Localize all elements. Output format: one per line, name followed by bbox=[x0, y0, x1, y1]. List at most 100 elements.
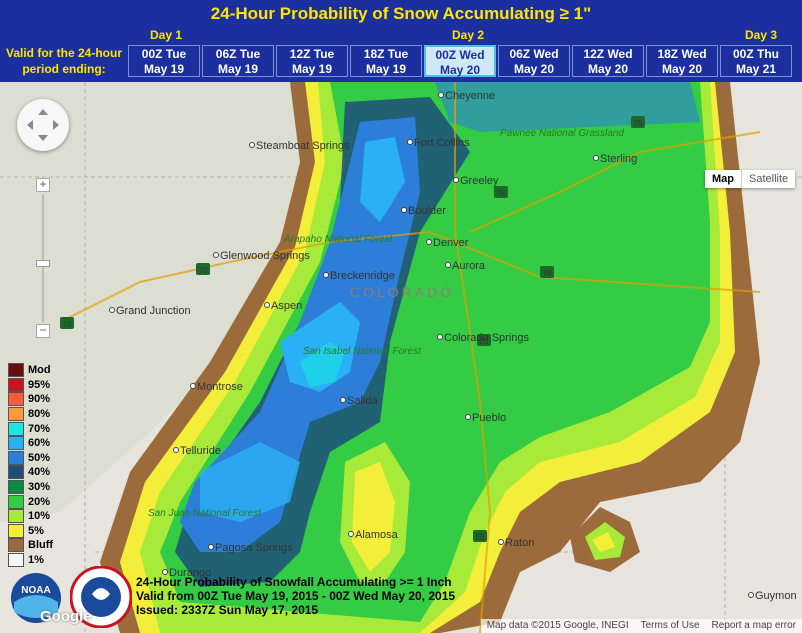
svg-text:70: 70 bbox=[63, 320, 72, 329]
region-label: COLORADO bbox=[350, 284, 454, 300]
city-label: Alamosa bbox=[355, 529, 399, 541]
legend-item: 1% bbox=[8, 553, 70, 568]
highway-shield: 25 bbox=[477, 334, 491, 346]
legend-label: 80% bbox=[28, 408, 51, 421]
legend-swatch bbox=[8, 436, 24, 451]
city-marker bbox=[249, 142, 255, 148]
header-bar: 24-Hour Probability of Snow Accumulating… bbox=[0, 0, 802, 82]
highway-shield: 70 bbox=[196, 263, 210, 275]
zoom-out-button[interactable]: − bbox=[36, 324, 50, 338]
zoom-control: + − bbox=[36, 178, 50, 338]
city-marker bbox=[173, 447, 179, 453]
legend-label: 1% bbox=[28, 554, 44, 567]
zoom-rail[interactable] bbox=[42, 194, 44, 322]
pan-control[interactable] bbox=[17, 99, 69, 151]
city-marker bbox=[426, 239, 432, 245]
legend-label: Bluff bbox=[28, 539, 54, 552]
legend-item: 5% bbox=[8, 523, 70, 539]
city-marker bbox=[453, 177, 459, 183]
probability-legend: Mod 95% 90% 80% 70% 60% 50% 40% 30% 20% 10% 5% Bluff… bbox=[8, 363, 70, 568]
period-date: May 21 bbox=[735, 62, 777, 76]
legend-label: 40% bbox=[28, 466, 51, 479]
period-button[interactable]: 06Z Wed May 20 bbox=[498, 45, 570, 77]
city-label: Breckenridge bbox=[330, 270, 395, 282]
city-label: Pueblo bbox=[472, 412, 506, 424]
period-time: 00Z Thu bbox=[732, 47, 779, 61]
city-marker bbox=[407, 139, 413, 145]
legend-label: 70% bbox=[28, 422, 51, 435]
city-label: Pagosa Springs bbox=[215, 542, 293, 554]
caption-valid: Valid from 00Z Tue May 19, 2015 - 00Z We… bbox=[136, 589, 456, 603]
period-button[interactable]: 00Z Tue May 19 bbox=[128, 45, 200, 77]
legend-label: 5% bbox=[28, 524, 44, 537]
period-button[interactable]: 12Z Tue May 19 bbox=[276, 45, 348, 77]
legend-item: 70% bbox=[8, 421, 70, 436]
legend-swatch bbox=[8, 538, 24, 553]
period-date: May 20 bbox=[587, 62, 629, 76]
zoom-slider-handle[interactable] bbox=[36, 260, 50, 267]
period-button[interactable]: 18Z Wed May 20 bbox=[646, 45, 718, 77]
legend-item: 95% bbox=[8, 377, 70, 393]
period-time: 12Z Wed bbox=[583, 47, 633, 61]
google-logo[interactable]: Google bbox=[40, 608, 92, 625]
city-marker bbox=[264, 302, 270, 308]
city-label: Grand Junction bbox=[116, 305, 191, 317]
satellite-view-button[interactable]: Satellite bbox=[749, 173, 789, 185]
legend-swatch bbox=[8, 494, 24, 509]
legend-swatch bbox=[8, 509, 24, 524]
highway-shield: 76 bbox=[494, 186, 508, 198]
region-label: Arapaho National Forest bbox=[283, 234, 394, 245]
legend-label: 20% bbox=[28, 495, 51, 508]
map-data-credit: Map data ©2015 Google, INEGI bbox=[486, 620, 629, 631]
highway-shield: 70 bbox=[60, 317, 74, 329]
highway-shield: 25 bbox=[473, 530, 487, 542]
period-date: May 19 bbox=[217, 62, 259, 76]
city-label: Cheyenne bbox=[445, 90, 495, 102]
svg-text:76: 76 bbox=[497, 189, 506, 198]
period-button[interactable]: 12Z Wed May 20 bbox=[572, 45, 644, 77]
svg-text:70: 70 bbox=[543, 269, 552, 278]
nws-logo bbox=[69, 565, 133, 633]
city-label: Durango bbox=[169, 567, 211, 579]
period-button[interactable]: 00Z Wed May 20 bbox=[424, 45, 496, 77]
period-time: 18Z Tue bbox=[363, 47, 409, 61]
zoom-in-button[interactable]: + bbox=[36, 178, 50, 192]
caption-issued: Issued: 2337Z Sun May 17, 2015 bbox=[136, 603, 319, 617]
legend-swatch bbox=[8, 421, 24, 436]
period-date: May 19 bbox=[143, 62, 185, 76]
legend-item: 10% bbox=[8, 509, 70, 524]
period-time: 00Z Wed bbox=[435, 48, 485, 62]
period-date: May 19 bbox=[291, 62, 333, 76]
period-button[interactable]: 00Z Thu May 21 bbox=[720, 45, 792, 77]
report-error-link[interactable]: Report a map error bbox=[711, 620, 796, 631]
city-marker bbox=[437, 334, 443, 340]
legend-label: 90% bbox=[28, 393, 51, 406]
svg-text:76: 76 bbox=[634, 119, 643, 128]
city-marker bbox=[190, 383, 196, 389]
legend-item: 20% bbox=[8, 494, 70, 509]
region-label: San Juan National Forest bbox=[148, 508, 262, 519]
region-label: Pawnee National Grassland bbox=[500, 128, 624, 139]
period-time: 06Z Tue bbox=[215, 47, 261, 61]
legend-swatch bbox=[8, 407, 24, 422]
highway-shield: 76 bbox=[631, 116, 645, 128]
terms-link[interactable]: Terms of Use bbox=[640, 620, 700, 631]
map-view-button[interactable]: Map bbox=[705, 170, 742, 188]
city-marker bbox=[438, 92, 444, 98]
legend-swatch bbox=[8, 363, 24, 378]
city-label: Denver bbox=[433, 237, 469, 249]
legend-item: 50% bbox=[8, 450, 70, 466]
city-marker bbox=[323, 272, 329, 278]
city-label: Sterling bbox=[600, 153, 637, 165]
svg-text:NOAA: NOAA bbox=[21, 585, 50, 596]
city-marker bbox=[498, 539, 504, 545]
city-label: Montrose bbox=[197, 381, 243, 393]
legend-label: 60% bbox=[28, 437, 51, 450]
map-type-control: Map Satellite bbox=[705, 170, 796, 188]
legend-item: 80% bbox=[8, 407, 70, 422]
period-button[interactable]: 18Z Tue May 19 bbox=[350, 45, 422, 77]
period-button[interactable]: 06Z Tue May 19 bbox=[202, 45, 274, 77]
city-label: Raton bbox=[505, 537, 534, 549]
period-time: 12Z Tue bbox=[289, 47, 335, 61]
map-canvas[interactable]: 70 70 70 76 76 25 25 Cheyenne Fort Collin… bbox=[0, 82, 802, 633]
